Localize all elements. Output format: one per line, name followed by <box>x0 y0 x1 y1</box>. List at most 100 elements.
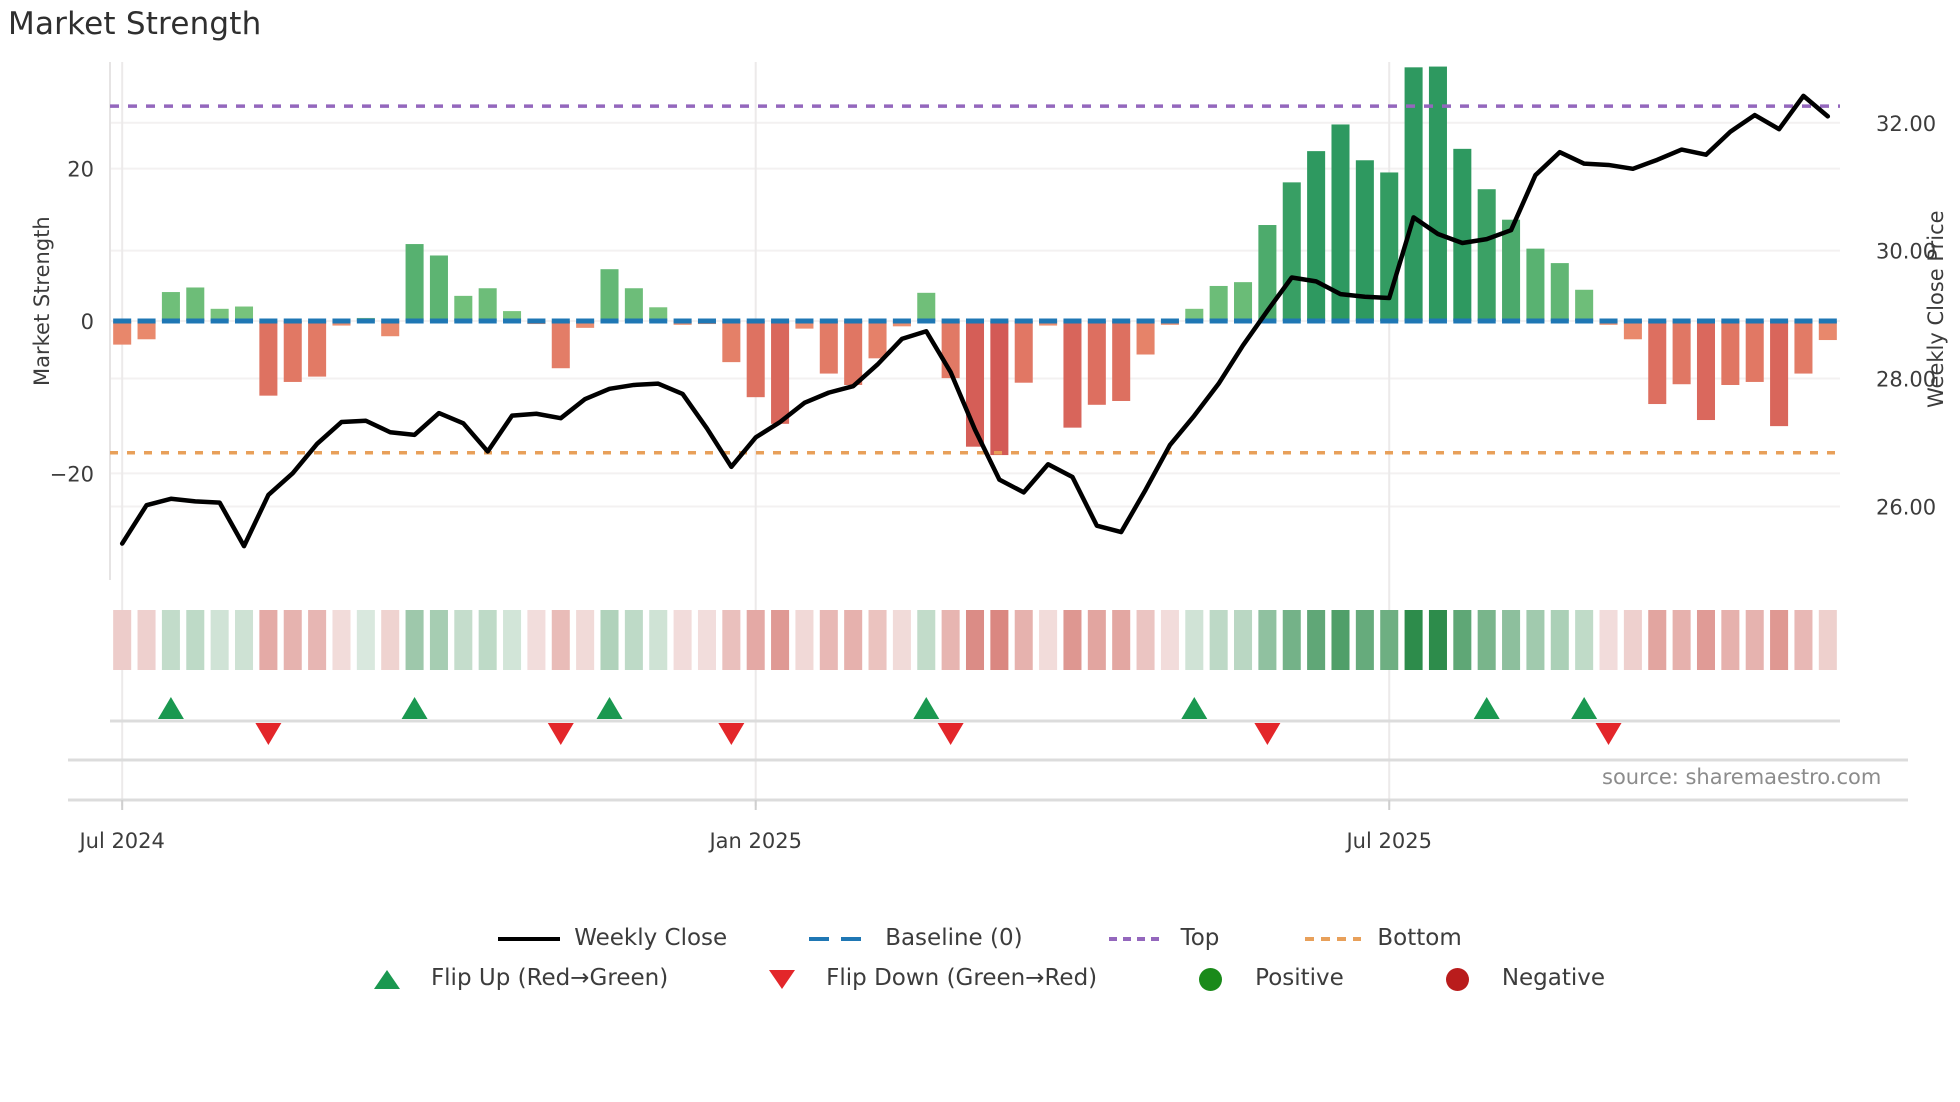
bar <box>1112 321 1131 401</box>
heatmap-cell <box>673 610 692 670</box>
legend-item[interactable]: Bottom <box>1301 925 1462 951</box>
legend-item[interactable]: Positive <box>1179 965 1344 991</box>
heatmap-cell <box>1282 610 1301 670</box>
legend-item[interactable]: Top <box>1105 925 1220 951</box>
heatmap-cell <box>1696 610 1716 670</box>
bar <box>771 321 790 424</box>
heatmap-cell <box>308 610 327 670</box>
heatmap-cell <box>746 610 765 670</box>
dotted-line-icon <box>1301 926 1363 950</box>
heatmap-cell <box>527 610 546 670</box>
heatmap-cell <box>1112 610 1131 670</box>
heatmap-cell <box>1818 610 1837 670</box>
bar <box>1258 225 1277 321</box>
heatmap-cell <box>1063 610 1082 670</box>
heatmap-cell <box>1770 610 1789 670</box>
weekly-close-line <box>119 93 1831 549</box>
legend-item[interactable]: Weekly Close <box>498 925 727 951</box>
legend-item[interactable]: Flip Up (Red→Green) <box>355 965 668 991</box>
bar <box>234 306 254 321</box>
heatmap-cell <box>1453 610 1472 670</box>
heatmap-cell <box>1428 610 1447 670</box>
legend-label: Flip Down (Green→Red) <box>826 965 1098 991</box>
bar <box>1550 263 1569 321</box>
bar <box>795 321 814 329</box>
bar <box>1234 282 1253 321</box>
heatmap-cell <box>1623 610 1642 670</box>
bar <box>1648 321 1667 405</box>
circle-icon <box>1426 966 1488 991</box>
heatmap-cell <box>917 610 936 670</box>
bar <box>1502 219 1521 321</box>
legend-label: Top <box>1180 925 1220 951</box>
triangle-up-icon <box>355 966 417 990</box>
heatmap-cell <box>1355 610 1374 670</box>
dotted-line-icon-glyph <box>1108 937 1165 941</box>
bar <box>503 311 522 321</box>
legend-item[interactable]: Baseline (0) <box>809 925 1023 951</box>
flip-up-marker <box>157 697 184 719</box>
bar <box>722 321 741 363</box>
bar <box>161 292 180 321</box>
flip-up-marker <box>596 697 623 719</box>
bar <box>1282 182 1301 321</box>
flip-up-marker <box>401 697 428 719</box>
flip-down-marker <box>1595 723 1622 745</box>
bar <box>600 269 619 321</box>
bar <box>868 321 887 359</box>
strength-heatmap-strip <box>113 610 1837 670</box>
bar <box>1087 321 1106 405</box>
bar <box>917 292 936 321</box>
x-axis-tick: Jan 2025 <box>707 829 802 853</box>
heatmap-cell <box>600 610 619 670</box>
heatmap-cell <box>819 610 838 670</box>
heatmap-cell <box>1160 610 1179 670</box>
heatmap-cell <box>210 610 229 670</box>
bar <box>1745 321 1764 382</box>
bar <box>1331 124 1350 321</box>
bar <box>1672 321 1691 385</box>
legend-label: Weekly Close <box>574 925 728 951</box>
bar <box>454 295 473 321</box>
heatmap-cell <box>1185 610 1204 670</box>
heatmap-cell <box>722 610 741 670</box>
heatmap-cell <box>429 610 448 670</box>
heatmap-cell <box>844 610 863 670</box>
bar <box>429 255 448 321</box>
heatmap-cell <box>1209 610 1228 670</box>
heatmap-cell <box>283 610 302 670</box>
heatmap-cell <box>478 610 497 670</box>
y-axis-left-tick: 0 <box>81 310 94 334</box>
heatmap-cell <box>1599 610 1618 670</box>
bar <box>137 321 156 340</box>
x-axis-tick: Jul 2024 <box>77 829 164 853</box>
page-title: Market Strength <box>8 6 262 42</box>
legend-item[interactable]: Flip Down (Green→Red) <box>750 965 1097 991</box>
circle-icon-glyph <box>1199 968 1223 991</box>
triangle-down-icon-glyph <box>769 970 796 989</box>
heatmap-cell <box>1672 610 1691 670</box>
heatmap-cell <box>259 610 278 670</box>
heatmap-cell <box>137 610 156 670</box>
heatmap-cell <box>795 610 814 670</box>
circle-icon <box>1179 966 1241 991</box>
triangle-up-icon-glyph <box>373 970 400 989</box>
bar <box>1818 321 1837 341</box>
heatmap-cell <box>941 610 960 670</box>
heatmap-cell <box>1550 610 1569 670</box>
bar <box>1575 289 1594 321</box>
heatmap-cell <box>1745 610 1764 670</box>
legend-label: Bottom <box>1377 925 1462 951</box>
solid-line-icon <box>498 926 561 950</box>
heatmap-cell <box>381 610 400 670</box>
heatmap-cell <box>990 610 1009 670</box>
legend-item[interactable]: Negative <box>1426 965 1605 991</box>
bar <box>746 321 765 398</box>
bar <box>283 321 302 382</box>
heatmap-cell <box>503 610 522 670</box>
heatmap-cell <box>1136 610 1155 670</box>
heatmap-cell <box>234 610 254 670</box>
bar <box>1014 321 1033 383</box>
bar <box>1526 248 1545 321</box>
